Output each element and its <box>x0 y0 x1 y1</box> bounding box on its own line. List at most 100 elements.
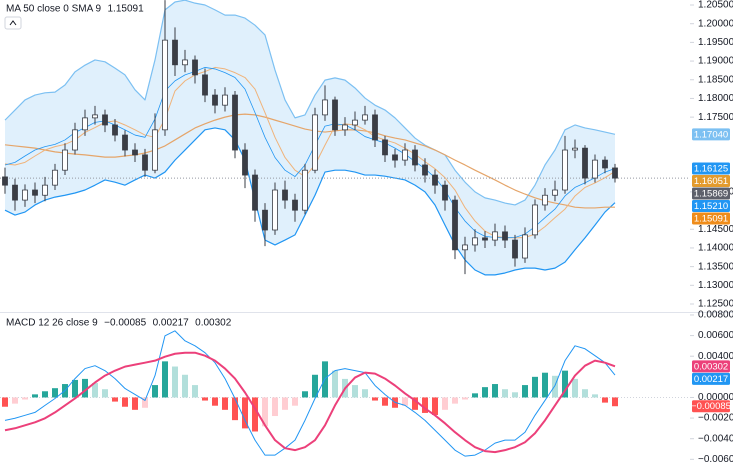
candle-body <box>252 174 258 211</box>
price-tag <box>692 187 730 200</box>
candle-body <box>212 94 218 106</box>
candle-body <box>412 149 418 166</box>
candle-body <box>242 149 248 176</box>
button-frame[interactable] <box>4 16 22 30</box>
histogram-bar <box>142 397 148 408</box>
histogram-bar <box>352 385 358 398</box>
candle-body <box>12 184 18 201</box>
y-tick-label: 1.14500 <box>698 224 733 235</box>
histogram-bar <box>172 366 178 398</box>
candle-body <box>602 159 608 169</box>
y-tick-label: 1.14000 <box>698 243 733 254</box>
histogram-bar <box>362 389 368 398</box>
histogram-bar <box>402 397 408 406</box>
histogram-bar <box>182 374 188 398</box>
candle-body <box>542 194 548 206</box>
candle-body <box>612 167 618 179</box>
candle-body <box>552 189 558 196</box>
histogram-bar <box>532 376 538 398</box>
y-tick-label: 1.13000 <box>698 280 733 291</box>
candle-body <box>2 176 8 186</box>
y-tick-label: 1.12500 <box>698 299 733 310</box>
y-tick-label: 0.00600 <box>698 330 733 341</box>
histogram-bar <box>132 397 138 410</box>
band-lower <box>4 127 616 276</box>
histogram-bar <box>82 378 88 398</box>
candle-body <box>502 231 508 241</box>
candle-body <box>232 94 238 151</box>
histogram-bar <box>592 394 598 398</box>
candle-body <box>592 159 598 179</box>
price-tag <box>692 128 730 141</box>
histogram-bar <box>2 397 8 407</box>
candle-body <box>22 189 28 201</box>
histogram-bar <box>412 397 418 410</box>
histogram-bar <box>112 397 118 402</box>
candle-body <box>532 204 538 236</box>
price-tag <box>692 162 730 175</box>
histogram-bar <box>312 374 318 398</box>
histogram-bar <box>22 397 28 400</box>
macd-line <box>4 330 616 457</box>
y-tick-label: 0.00800 <box>698 310 733 321</box>
price-tag <box>692 175 730 188</box>
candle-body <box>332 99 338 131</box>
candle-body <box>442 184 448 201</box>
histogram-bar <box>602 397 608 403</box>
candle-body <box>392 154 398 161</box>
histogram-bar <box>542 372 548 398</box>
y-tick-label: 1.18000 <box>698 93 733 104</box>
candle-body <box>102 114 108 126</box>
y-tick-label: 0.00000 <box>698 392 733 403</box>
candle-body <box>272 189 278 231</box>
candle-body <box>82 117 88 131</box>
indicator-legend: MA 50 close 0 SMA 9 <box>6 4 101 15</box>
candle-body <box>482 237 488 241</box>
candle-body <box>72 129 78 151</box>
candle-body <box>52 169 58 186</box>
candle-body <box>342 124 348 131</box>
candle-body <box>422 164 428 176</box>
chevron-icon[interactable] <box>9 20 17 26</box>
histogram-bar <box>512 392 518 398</box>
candle-body <box>402 149 408 161</box>
histogram-bar <box>72 379 78 398</box>
histogram-bar <box>272 397 278 417</box>
price-axis: 1.20500 1.20000 1.19500 1.19000 1.18500 1.180… <box>690 0 733 465</box>
histogram-bar <box>232 397 238 421</box>
candle-body <box>302 169 308 211</box>
candle-body <box>472 237 478 246</box>
histogram-bar <box>492 384 498 398</box>
legend-value: 0.00217 <box>153 318 190 329</box>
histogram-bar <box>442 397 448 410</box>
candle-body <box>162 39 168 131</box>
histogram-bar <box>462 397 468 400</box>
y-tick-label: 1.13500 <box>698 261 733 272</box>
candle-body <box>322 99 328 116</box>
y-tick-label: −0.00200 <box>698 413 733 424</box>
band-fill <box>5 0 615 275</box>
histogram-bar <box>502 389 508 398</box>
candle-body <box>462 244 468 251</box>
histogram-bar <box>262 397 268 427</box>
price-pane <box>0 0 690 276</box>
collapse-button[interactable] <box>4 16 22 30</box>
histogram-bar <box>472 393 478 398</box>
candle-body <box>182 59 188 66</box>
histogram-bar <box>572 378 578 398</box>
indicator-legend: MACD 12 26 close 9 <box>6 318 98 329</box>
price-tag-label: 1.15091 <box>694 214 728 225</box>
histogram-bar <box>382 397 388 406</box>
candle-body <box>92 114 98 119</box>
histogram-bar <box>212 397 218 406</box>
price-tag-label: 1.16051 <box>694 176 728 187</box>
candle-body <box>312 114 318 171</box>
histogram-bar <box>242 397 248 429</box>
candle-body <box>292 199 298 211</box>
legend-value: 1.15091 <box>107 4 144 15</box>
histogram-bar <box>202 397 208 401</box>
price-tag <box>692 400 730 413</box>
histogram-bar <box>432 397 438 415</box>
